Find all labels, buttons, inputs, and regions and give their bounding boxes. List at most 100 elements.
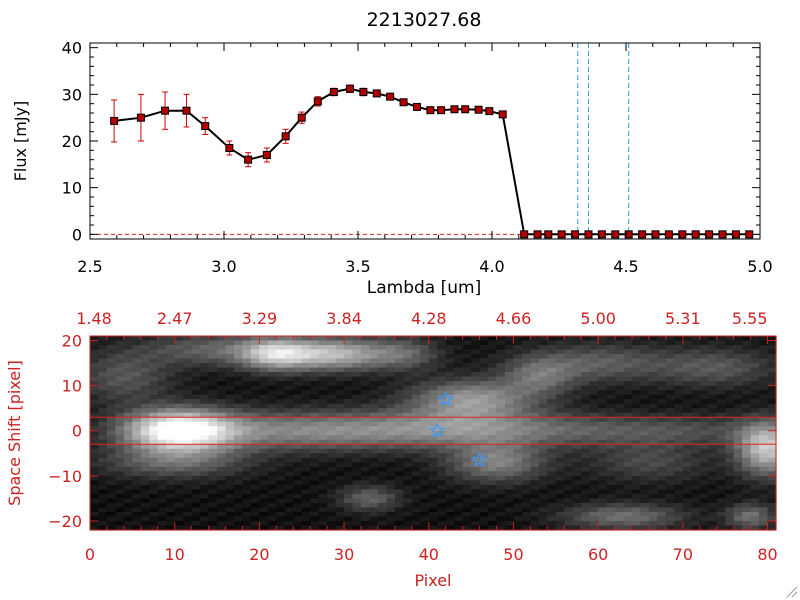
heatmap-cell (640, 430, 650, 436)
heatmap-cell (166, 354, 176, 360)
heatmap-cell (513, 408, 523, 414)
heatmap-cell (259, 448, 269, 454)
heatmap-cell (166, 462, 176, 468)
heatmap-cell (284, 417, 294, 423)
heatmap-cell (759, 349, 769, 355)
heatmap-cell (352, 426, 362, 432)
heatmap-cell (217, 340, 227, 346)
heatmap-cell (640, 516, 650, 522)
heatmap-cell (530, 453, 540, 459)
heatmap-cell (242, 439, 252, 445)
heatmap-cell (361, 399, 371, 405)
heatmap-cell (504, 516, 515, 522)
heatmap-cell (276, 516, 286, 522)
heatmap-cell (293, 462, 303, 468)
heatmap-cell (174, 502, 184, 509)
heatmap-cell (623, 376, 633, 382)
heatmap-cell (327, 376, 337, 382)
heatmap-cell (479, 345, 489, 351)
heatmap-cell (674, 394, 684, 400)
heatmap-cell (767, 349, 777, 355)
heatmap-cell (90, 475, 100, 481)
heatmap-cell (513, 516, 523, 522)
data-point (244, 155, 253, 164)
heatmap-cell (361, 417, 371, 423)
heatmap-cell (225, 358, 235, 364)
heatmap-cell (564, 520, 574, 527)
heatmap-cell (293, 390, 303, 396)
heatmap-cell (335, 498, 345, 504)
heatmap-cell (242, 435, 252, 441)
heatmap-cell (759, 417, 769, 423)
heatmap-cell (445, 453, 455, 459)
heatmap-cell (437, 516, 447, 522)
heatmap-cell (708, 399, 718, 405)
heatmap-cell (403, 417, 413, 423)
heatmap-cell (479, 354, 489, 360)
heatmap-cell (284, 336, 294, 342)
heatmap-cell (140, 412, 150, 418)
heatmap-cell (200, 372, 210, 378)
heatmap-cell (386, 367, 396, 373)
heatmap-cell (140, 390, 150, 396)
heatmap-cell (657, 358, 667, 364)
heatmap-cell (606, 376, 616, 382)
heatmap-cell (293, 363, 303, 369)
heatmap-cell (98, 372, 108, 378)
heatmap-cell (352, 439, 362, 445)
heatmap-cell (140, 480, 150, 486)
heatmap-cell (149, 385, 159, 391)
heatmap-cell (589, 484, 599, 490)
heatmap-cell (598, 345, 608, 351)
heatmap-cell (733, 484, 743, 490)
heatmap-cell (276, 511, 286, 518)
heatmap-cell (640, 457, 650, 463)
heatmap-cell (90, 453, 100, 459)
heatmap-cell (725, 336, 735, 342)
heatmap-cell (598, 435, 608, 441)
heatmap-cell (454, 489, 464, 495)
heatmap-cell (166, 457, 176, 463)
heatmap-cell (733, 493, 743, 500)
heatmap-cell (132, 358, 142, 364)
heatmap-cell (665, 372, 675, 378)
heatmap-cell (471, 435, 481, 441)
heatmap-cell (479, 403, 489, 409)
heatmap-cell (657, 430, 667, 436)
heatmap-cell (200, 426, 210, 432)
heatmap-cell (361, 385, 371, 391)
heatmap-cell (276, 480, 286, 486)
heatmap-cell (428, 367, 438, 373)
heatmap-cell (716, 444, 726, 450)
heatmap-cell (361, 457, 371, 463)
heatmap-cell (369, 520, 379, 527)
heatmap-cell (462, 372, 472, 378)
heatmap-cell (708, 525, 718, 531)
heatmap-cell (335, 394, 345, 400)
heatmap-cell (157, 448, 167, 454)
heatmap-cell (454, 480, 464, 486)
heatmap-cell (386, 435, 396, 441)
heatmap-cell (589, 385, 599, 391)
heatmap-cell (640, 336, 650, 342)
heatmap-cell (598, 390, 608, 396)
heatmap-cell (454, 340, 464, 346)
heatmap-cell (445, 381, 455, 387)
heatmap-cell (420, 376, 430, 382)
heatmap-cell (284, 448, 294, 454)
heatmap-cell (682, 336, 692, 342)
heatmap-cell (504, 354, 515, 360)
resize-grip-icon[interactable] (786, 586, 798, 598)
top-x-axis: 2.5 3.0 3.5 4.0 4.5 5.0 (77, 43, 773, 276)
heatmap-cell (284, 421, 294, 427)
heatmap-cell (564, 403, 574, 409)
heatmap-cell (759, 457, 769, 463)
heatmap-cell (572, 403, 582, 409)
heatmap-cell (691, 349, 701, 355)
heatmap-cell (318, 448, 328, 454)
heatmap-cell (674, 448, 684, 454)
heatmap-cell (759, 493, 769, 500)
heatmap-cell (386, 516, 396, 522)
heatmap-cell (225, 367, 235, 373)
heatmap-cell (157, 336, 167, 342)
